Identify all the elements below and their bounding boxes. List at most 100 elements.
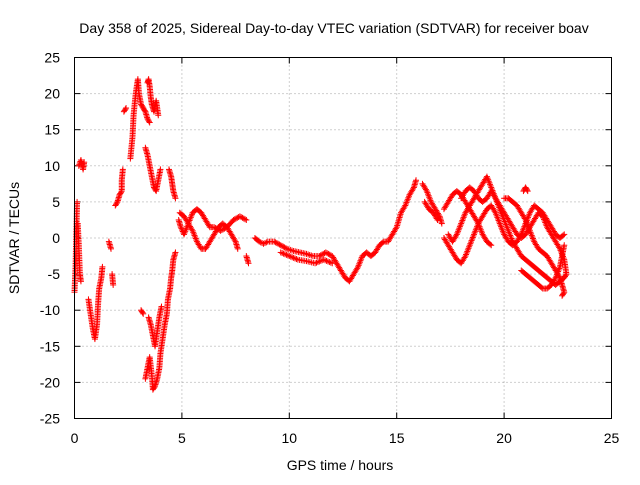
data-point (280, 250, 287, 257)
data-point (151, 384, 158, 391)
data-point (118, 189, 125, 196)
data-point (326, 251, 333, 258)
data-point (110, 281, 117, 288)
y-tick-label: 15 (44, 122, 60, 138)
data-point (292, 255, 299, 262)
data-point (286, 253, 293, 260)
data-point (551, 276, 558, 283)
data-point (281, 244, 288, 251)
x-tick-label: 25 (604, 430, 620, 446)
y-axis-label: SDTVAR / TECUs (6, 182, 22, 294)
data-point (561, 242, 568, 249)
data-point (273, 240, 280, 247)
data-point (236, 213, 243, 220)
data-point (413, 177, 420, 184)
data-point (524, 186, 531, 193)
data-point (234, 245, 241, 252)
data-point (320, 256, 327, 263)
data-point (322, 257, 329, 264)
data-point (119, 166, 126, 173)
data-point (433, 215, 440, 222)
data-point (178, 225, 185, 232)
x-tick-label: 15 (389, 430, 405, 446)
x-axis-label: GPS time / hours (287, 457, 394, 473)
data-point (560, 232, 567, 239)
data-point (280, 243, 287, 250)
data-point (316, 258, 323, 265)
data-point (435, 211, 442, 218)
data-point (491, 193, 498, 200)
data-points (71, 76, 570, 393)
data-point (401, 203, 408, 210)
data-point (122, 106, 129, 113)
data-point (277, 242, 284, 249)
data-point (521, 215, 528, 222)
data-point (239, 214, 246, 221)
data-point (287, 253, 294, 260)
data-point (256, 238, 263, 245)
data-point (108, 245, 115, 252)
data-point (140, 310, 147, 317)
data-point (324, 258, 331, 265)
data-point (538, 284, 545, 291)
data-point (410, 185, 417, 192)
tick-labels: 0 5 10 15 20 25 -25 -20 -15 -10 -5 0 5 10 15 20 25 (40, 50, 620, 447)
data-point (320, 250, 327, 257)
data-point (263, 239, 270, 246)
data-point (326, 259, 333, 266)
data-point (172, 195, 179, 202)
data-point (261, 240, 268, 247)
data-point (283, 251, 290, 258)
data-point (158, 303, 165, 310)
data-point (139, 309, 146, 316)
data-point (313, 259, 320, 266)
data-point (113, 200, 120, 207)
data-point (77, 278, 84, 285)
data-point (157, 166, 164, 173)
data-point (438, 220, 445, 227)
data-point (177, 224, 184, 231)
data-point (323, 257, 330, 264)
data-point (561, 231, 568, 238)
data-point (474, 219, 481, 226)
data-point (188, 226, 195, 233)
data-point (218, 227, 225, 234)
data-point (231, 237, 238, 244)
data-point (461, 254, 468, 261)
data-point (172, 249, 179, 256)
data-point (559, 291, 566, 298)
data-point (282, 251, 289, 258)
x-tick-label: 5 (178, 430, 186, 446)
data-point (314, 259, 321, 266)
y-tick-label: -5 (48, 266, 61, 282)
y-tick-label: -25 (40, 411, 60, 427)
data-point (242, 216, 249, 223)
data-point (146, 119, 153, 126)
y-tick-label: 10 (44, 158, 60, 174)
data-point (231, 216, 238, 223)
data-point (230, 216, 237, 223)
x-tick-label: 20 (496, 430, 512, 446)
y-tick-label: 0 (52, 230, 60, 246)
data-point (99, 263, 106, 270)
data-point (271, 238, 278, 245)
data-point (276, 241, 283, 248)
data-point (272, 239, 279, 246)
data-point (491, 208, 498, 215)
data-point (277, 249, 284, 256)
data-point (141, 107, 148, 114)
y-tick-label: 25 (44, 50, 60, 66)
y-tick-label: 5 (52, 194, 60, 210)
y-tick-label: -10 (40, 302, 60, 318)
x-tick-label: 0 (71, 430, 79, 446)
data-point (562, 272, 569, 279)
y-tick-label: 20 (44, 86, 60, 102)
data-point (279, 250, 286, 257)
data-point (155, 112, 162, 119)
data-point (318, 251, 325, 258)
data-point (329, 260, 336, 267)
data-point (322, 249, 329, 256)
